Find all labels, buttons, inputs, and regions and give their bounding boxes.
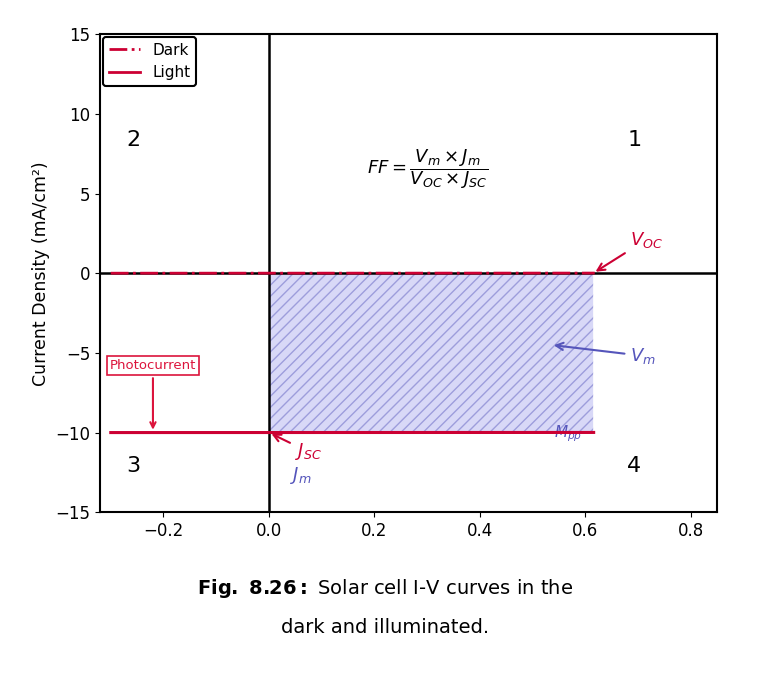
Light — [399, 428, 409, 436]
Text: $M_{pp}$: $M_{pp}$ — [554, 423, 582, 444]
Light — [414, 428, 423, 436]
Legend: Dark, Light: Dark, Light — [103, 36, 197, 87]
Dark — [473, 269, 483, 277]
Dark — [387, 269, 396, 277]
Text: $V_m$: $V_m$ — [556, 343, 656, 366]
Light — [589, 428, 598, 436]
Light — [136, 428, 145, 436]
Light — [473, 428, 482, 436]
Text: $J_m$: $J_m$ — [290, 465, 311, 486]
Text: 2: 2 — [126, 130, 141, 150]
Text: 1: 1 — [628, 130, 641, 150]
Dark — [136, 269, 145, 277]
Text: $FF = \dfrac{V_m \times J_m}{V_{OC} \times J_{SC}}$: $FF = \dfrac{V_m \times J_m}{V_{OC} \tim… — [366, 148, 487, 191]
Dark — [415, 269, 424, 277]
Text: $V_{OC}$: $V_{OC}$ — [598, 229, 663, 270]
Text: 3: 3 — [126, 456, 141, 477]
Light — [522, 428, 531, 436]
Light — [106, 428, 116, 436]
Light — [386, 428, 396, 436]
Dark — [106, 269, 116, 277]
Dark — [590, 269, 599, 277]
Text: $J_{SC}$: $J_{SC}$ — [274, 434, 322, 462]
Text: Photocurrent: Photocurrent — [109, 359, 196, 428]
Y-axis label: Current Density (mA/cm²): Current Density (mA/cm²) — [32, 161, 50, 385]
Text: $\bf{Fig.\ 8.26:}$ Solar cell I-V curves in the: $\bf{Fig.\ 8.26:}$ Solar cell I-V curves… — [197, 577, 574, 600]
Text: 4: 4 — [628, 456, 641, 477]
Dark — [400, 269, 409, 277]
Dark — [523, 269, 532, 277]
Text: dark and illuminated.: dark and illuminated. — [281, 618, 490, 637]
